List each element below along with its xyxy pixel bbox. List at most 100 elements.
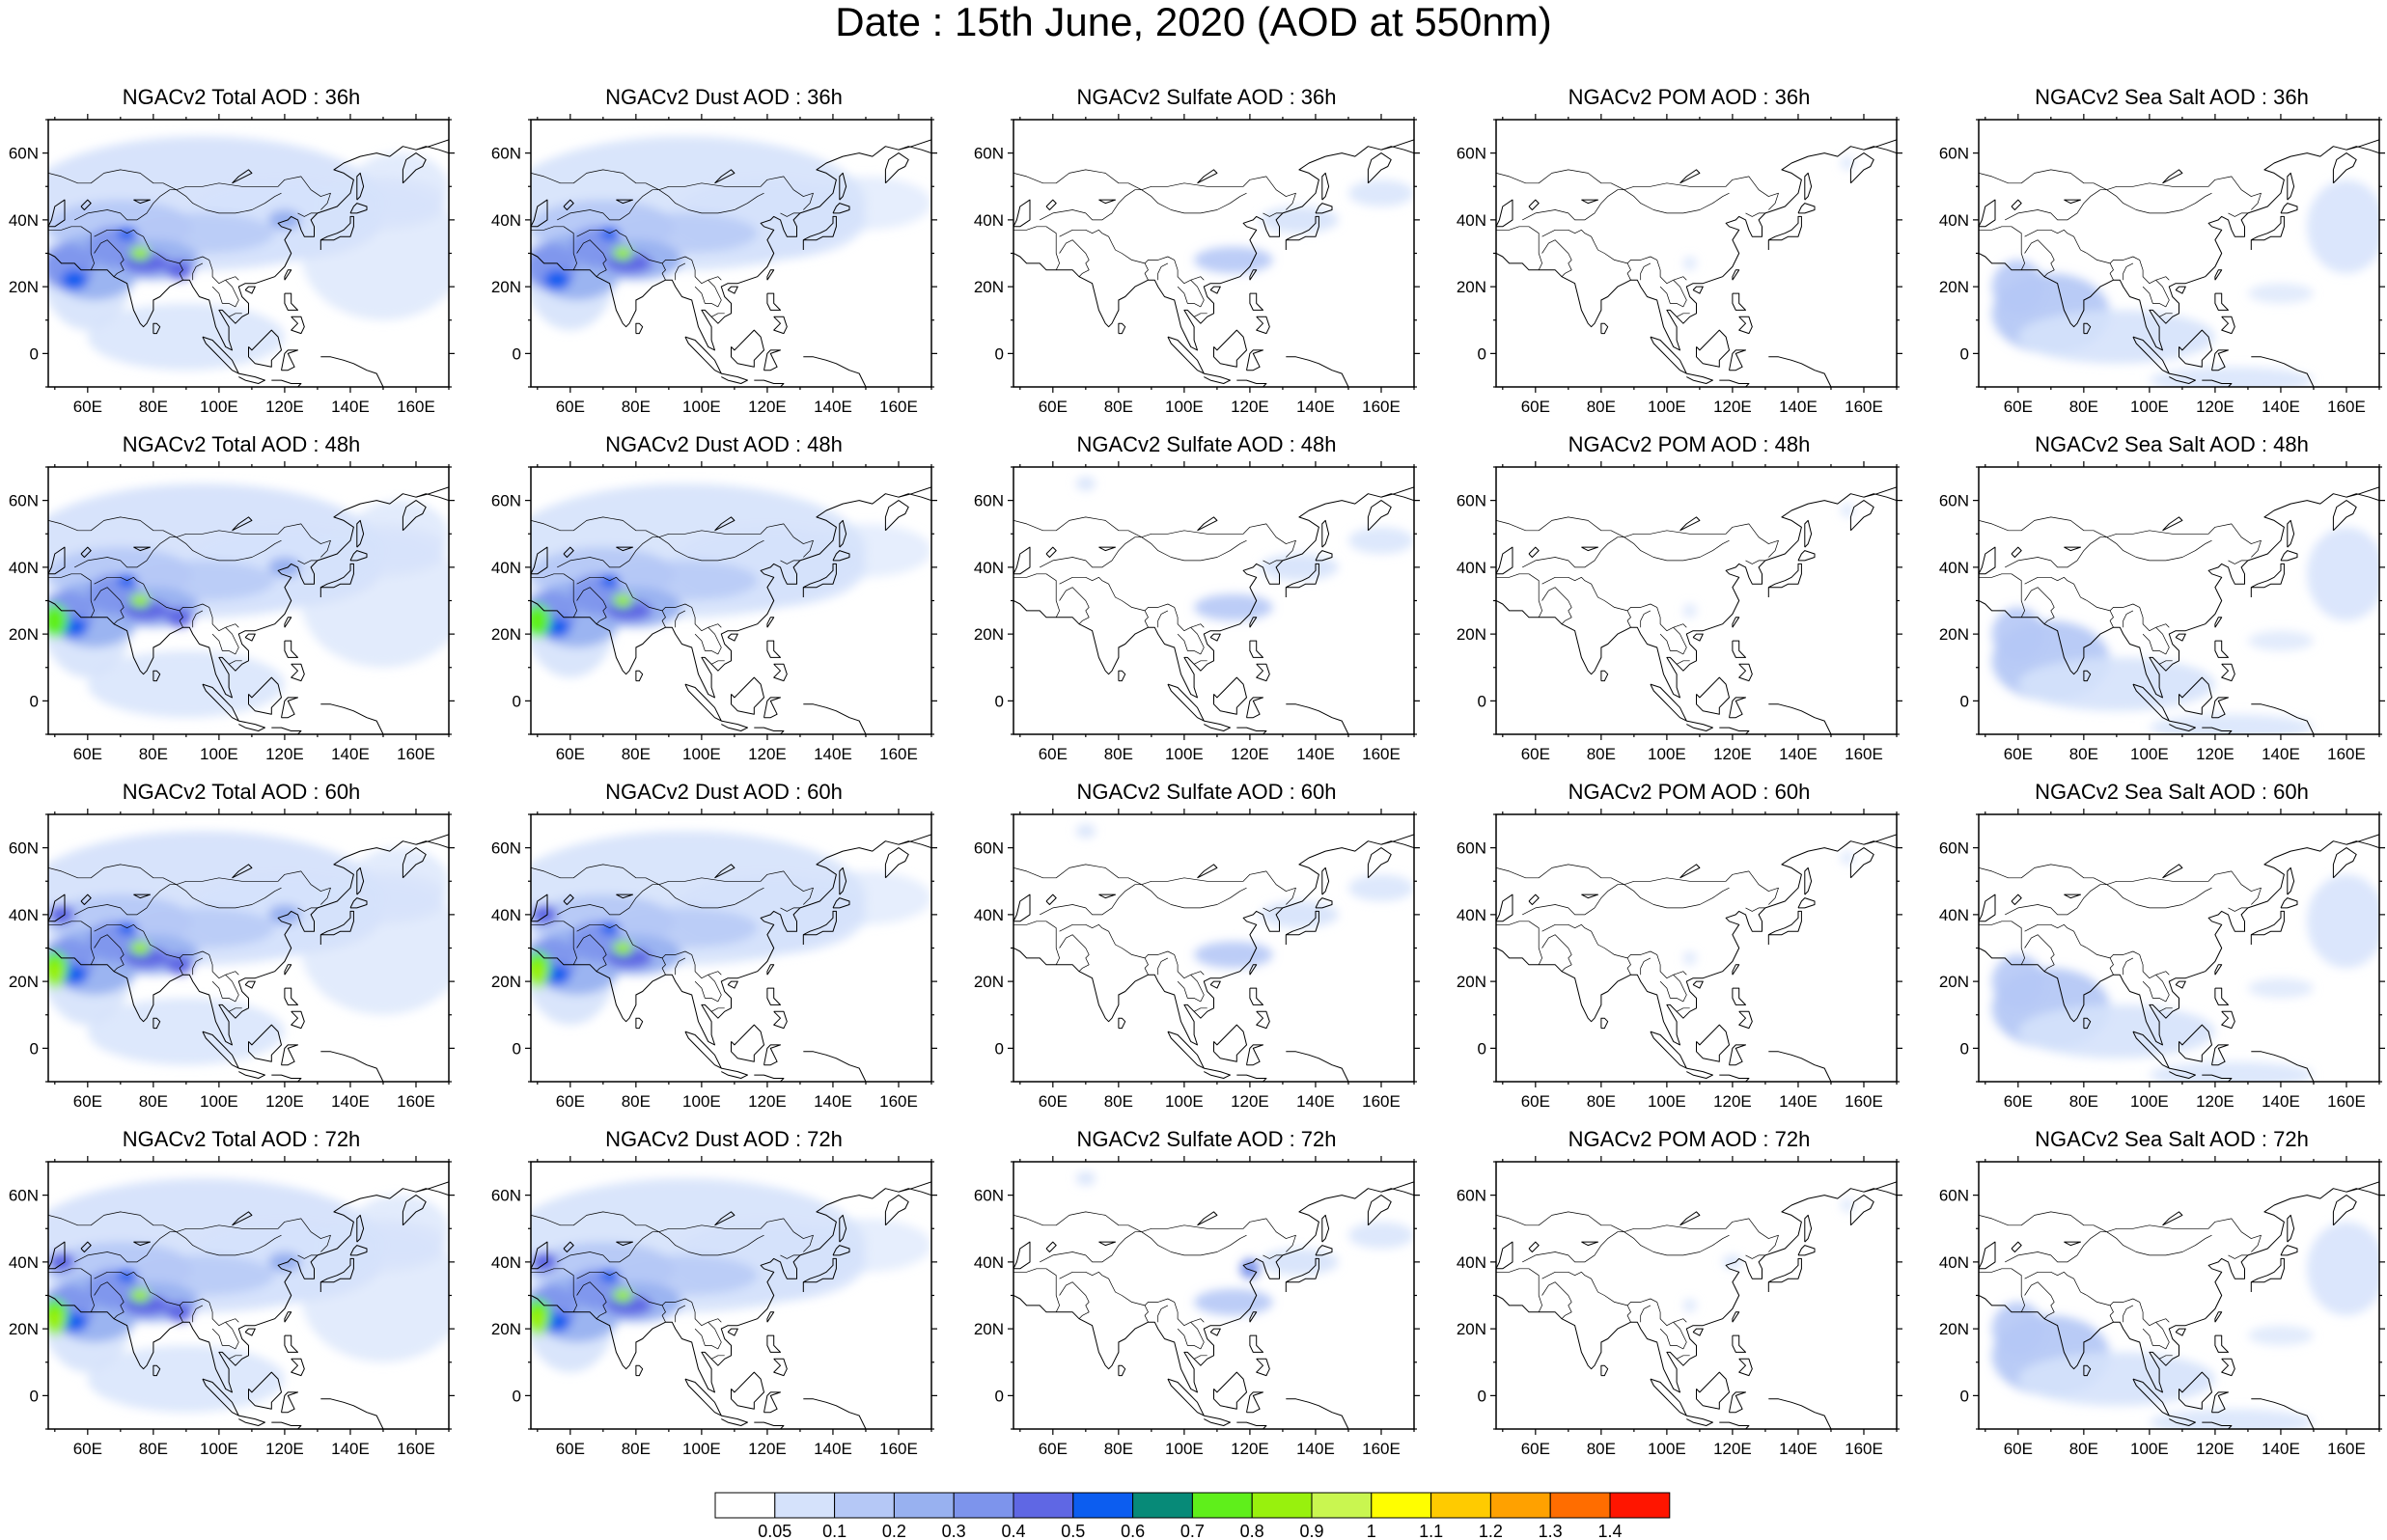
lon-tick-label: 60E [73, 1092, 102, 1111]
aod-patch [48, 603, 69, 638]
lon-tick-label: 120E [1713, 1440, 1752, 1458]
colorbar-swatch [893, 1492, 955, 1519]
lat-tick-label: 20N [1939, 278, 1969, 296]
colorbar-swatch [1549, 1492, 1611, 1519]
lat-tick-label: 0 [995, 1387, 1004, 1405]
map-panel-sulfate-36h: 60E 80E 100E 120E 140E 160E 60N 40N 20N 0 NGACv2 S… [965, 85, 1448, 432]
lon-tick-label: 80E [1587, 398, 1616, 416]
lat-tick-label: 0 [30, 692, 39, 710]
lat-tick-label: 20N [491, 278, 521, 296]
map-panel-seasalt-36h: 60E 80E 100E 120E 140E 160E 60N 40N 20N 0 NGACv2 S… [1930, 85, 2387, 432]
aod-patch [1075, 1171, 1096, 1186]
lat-tick-label: 0 [1478, 1387, 1486, 1405]
lat-tick-label: 0 [1960, 344, 1969, 363]
colorbar-svg: 0.05 0.1 0.2 0.3 0.4 0.5 0.6 0.7 0.8 0.9 1 1.1 1.2 1.… [714, 1492, 1671, 1540]
lon-tick-label: 60E [556, 1440, 585, 1458]
aod-patch [2017, 657, 2215, 711]
aod-patch [48, 961, 66, 989]
colorbar-swatch [1251, 1492, 1313, 1519]
lon-tick-label: 80E [2069, 398, 2098, 416]
lat-tick-label: 0 [513, 1387, 521, 1405]
lat-tick-label: 0 [1960, 692, 1969, 710]
lon-tick-label: 140E [331, 1440, 370, 1458]
lat-tick-label: 0 [30, 1387, 39, 1405]
lat-tick-label: 0 [995, 344, 1004, 363]
lat-tick-label: 40N [974, 559, 1004, 577]
lat-tick-label: 60N [1939, 492, 1969, 510]
lat-tick-label: 60N [974, 492, 1004, 510]
main-title: Date : 15th June, 2020 (AOD at 550nm) [835, 0, 1552, 44]
aod-patch [613, 246, 633, 261]
aod-patch [543, 617, 570, 638]
aod-patch [543, 964, 570, 985]
aod-patch [2307, 179, 2379, 274]
lat-tick-label: 40N [1457, 559, 1486, 577]
coastlines [1979, 834, 2379, 1082]
colorbar-swatch [1311, 1492, 1373, 1519]
colorbar-label: 1.1 [1419, 1522, 1443, 1540]
lon-tick-label: 60E [73, 398, 102, 416]
lat-tick-label: 20N [1939, 1320, 1969, 1338]
colorbar-label: 0.1 [822, 1522, 847, 1540]
aod-patch [1260, 901, 1339, 928]
lon-tick-label: 100E [1648, 1092, 1686, 1111]
aod-patch [2307, 1222, 2379, 1316]
lon-tick-label: 80E [1104, 1440, 1133, 1458]
aod-patch [61, 1311, 88, 1333]
map-panel-dust-60h: 60E 80E 100E 120E 140E 160E 60N 40N 20N 0 NGACv2 D… [483, 780, 965, 1127]
lon-tick-label: 80E [1104, 1092, 1133, 1111]
aod-patch [1194, 941, 1273, 969]
aod-field [1991, 179, 2379, 387]
map-plot: 60E 80E 100E 120E 140E 160E 60N 40N 20N 0 [491, 809, 937, 1111]
lon-tick-label: 100E [1648, 745, 1686, 763]
lon-tick-label: 140E [2262, 1092, 2300, 1111]
lon-tick-label: 80E [139, 398, 168, 416]
lat-tick-label: 60N [974, 145, 1004, 163]
lat-tick-label: 40N [1939, 211, 1969, 230]
lon-tick-label: 120E [1231, 1092, 1269, 1111]
lat-tick-label: 40N [1457, 906, 1486, 924]
lon-tick-label: 80E [139, 745, 168, 763]
aod-patch [1075, 824, 1096, 839]
lon-tick-label: 120E [265, 745, 304, 763]
lon-tick-label: 160E [397, 745, 435, 763]
aod-patch [317, 176, 449, 231]
lon-tick-label: 80E [1587, 1092, 1616, 1111]
lon-tick-label: 160E [879, 1092, 918, 1111]
colorbar-swatch [834, 1492, 895, 1519]
aod-patch [1260, 206, 1339, 234]
aod-patch [1194, 593, 1273, 621]
colorbar: 0.05 0.1 0.2 0.3 0.4 0.5 0.6 0.7 0.8 0.9 1 1.1 1.2 1.… [714, 1492, 1675, 1540]
colorbar-swatch [1430, 1492, 1491, 1519]
coastlines [1013, 1181, 1414, 1429]
map-panel-pom-48h: 60E 80E 100E 120E 140E 160E 60N 40N 20N 0 NGACv2 P… [1448, 432, 1930, 780]
panel-title: NGACv2 Total AOD : 60h [122, 780, 361, 804]
lon-tick-label: 160E [2327, 1440, 2366, 1458]
map-plot: 60E 80E 100E 120E 140E 160E 60N 40N 20N 0 [974, 1156, 1420, 1458]
aod-patch [1991, 1302, 2045, 1356]
lat-tick-label: 20N [1939, 973, 1969, 991]
panel-title: NGACv2 Total AOD : 36h [122, 85, 361, 109]
map-plot: 60E 80E 100E 120E 140E 160E 60N 40N 20N 0 [974, 809, 1420, 1111]
aod-patch [2247, 283, 2314, 304]
lon-tick-label: 120E [1231, 1440, 1269, 1458]
lon-tick-label: 120E [1713, 398, 1752, 416]
map-plot: 60E 80E 100E 120E 140E 160E 60N 40N 20N 0 [1939, 809, 2385, 1111]
panel-title: NGACv2 Sulfate AOD : 72h [1076, 1127, 1337, 1151]
aod-patch [531, 904, 558, 925]
panel-title: NGACv2 Dust AOD : 48h [605, 432, 843, 456]
map-plot: 60E 80E 100E 120E 140E 160E 60N 40N 20N 0 [1457, 461, 1902, 763]
colorbar-swatch [1489, 1492, 1551, 1519]
map-panel-dust-48h: 60E 80E 100E 120E 140E 160E 60N 40N 20N 0 NGACv2 D… [483, 432, 965, 780]
lat-tick-label: 20N [9, 1320, 39, 1338]
aod-patch [1260, 1249, 1339, 1276]
colorbar-swatch [1132, 1492, 1193, 1519]
map-plot: 60E 80E 100E 120E 140E 160E 60N 40N 20N 0 [974, 461, 1420, 763]
lon-tick-label: 60E [2004, 745, 2033, 763]
lon-tick-label: 100E [682, 1440, 721, 1458]
lat-tick-label: 40N [491, 906, 521, 924]
aod-field [48, 136, 449, 371]
lon-tick-label: 100E [2130, 398, 2169, 416]
coastlines [1013, 834, 1414, 1082]
coastlines [1979, 139, 2379, 387]
